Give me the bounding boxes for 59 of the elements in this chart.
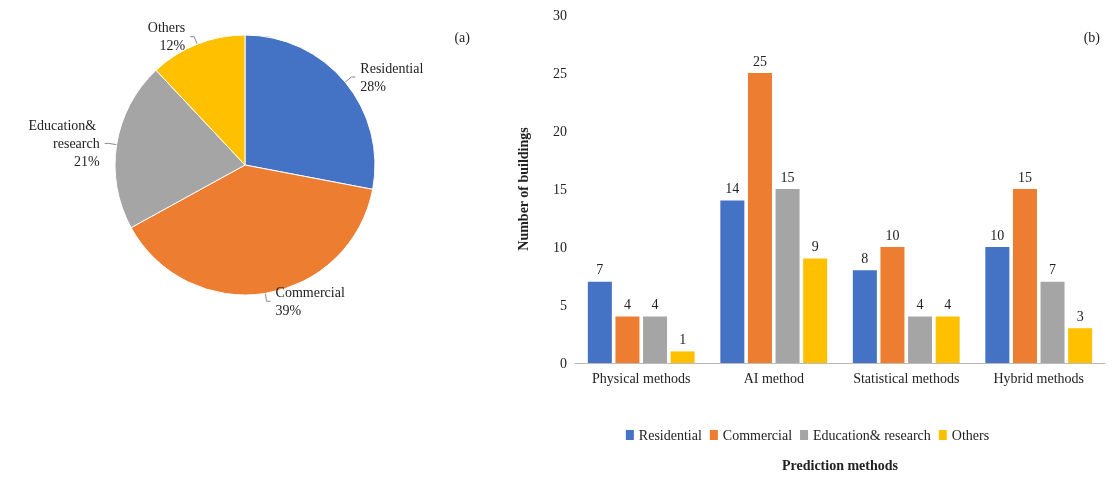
x-tick-label: Physical methods	[592, 370, 691, 386]
x-tick-label: Hybrid methods	[993, 370, 1085, 386]
bar	[775, 189, 800, 363]
y-tick-label: 10	[553, 239, 567, 255]
slice-label: Education& research	[28, 117, 100, 151]
bar	[747, 73, 772, 363]
bar	[1012, 189, 1037, 363]
y-tick-label: 0	[560, 355, 567, 371]
data-label: 4	[916, 297, 924, 313]
bar	[908, 316, 933, 363]
annotation: (b)	[1083, 29, 1101, 46]
bar	[852, 270, 877, 363]
slice-label: Commercial	[275, 284, 345, 300]
y-axis-title: Number of buildings	[515, 126, 531, 251]
legend-label: Others	[951, 427, 990, 443]
data-label: 1	[679, 331, 687, 347]
y-tick-label: 20	[553, 123, 567, 139]
x-tick-label: AI method	[743, 370, 804, 386]
data-label: 7	[1049, 262, 1057, 278]
data-label: 7	[596, 262, 604, 278]
bar	[615, 316, 640, 363]
bar	[1040, 281, 1065, 363]
data-label: 14	[725, 181, 740, 197]
data-label: 4	[944, 297, 952, 313]
bar	[670, 351, 695, 363]
data-label: 39%	[275, 302, 302, 318]
bar	[880, 247, 905, 363]
bar	[587, 281, 612, 363]
legend-label: Education& research	[813, 427, 931, 443]
bar	[1068, 328, 1093, 363]
bar	[803, 258, 828, 363]
bar	[643, 316, 668, 363]
data-label: 3	[1076, 308, 1084, 324]
y-tick-label: 30	[553, 7, 567, 23]
y-tick-label: 15	[553, 181, 567, 197]
data-label: 28%	[360, 78, 387, 94]
slice-label: Residential	[360, 60, 424, 76]
data-label: 25	[752, 53, 767, 69]
data-label: 10	[885, 227, 900, 243]
y-tick-label: 25	[553, 65, 567, 81]
bar	[935, 316, 960, 363]
legend-label: Residential	[638, 427, 702, 443]
legend-label: Commercial	[722, 427, 793, 443]
text: (a)	[454, 29, 471, 46]
data-label: 15	[780, 169, 795, 185]
bar	[985, 247, 1010, 363]
data-label: 4	[623, 297, 631, 313]
bar	[720, 200, 745, 363]
data-label: 10	[990, 227, 1005, 243]
data-label: 8	[861, 250, 869, 266]
x-tick-label: Statistical methods	[853, 370, 960, 386]
data-label: 12%	[159, 38, 186, 54]
x-axis-title: Prediction methods	[781, 457, 899, 473]
data-label: 15	[1017, 169, 1032, 185]
data-label: 4	[651, 297, 659, 313]
slice-label: Others	[147, 20, 186, 36]
data-label: 9	[811, 239, 819, 255]
data-label: 21%	[74, 153, 101, 169]
y-tick-label: 5	[560, 297, 567, 313]
